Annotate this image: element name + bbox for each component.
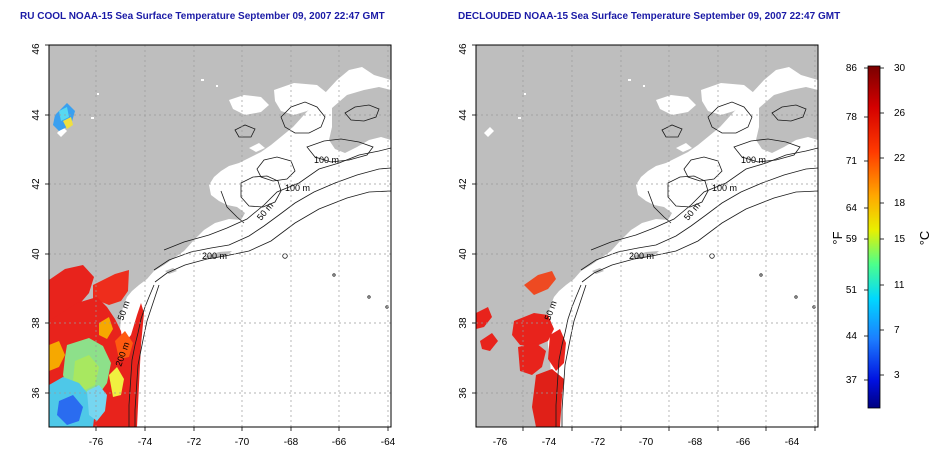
colorbar-f-tick: 78 [846,112,858,123]
left-lat-tick: 38 [31,317,42,329]
colorbar-c-tick: 30 [894,63,906,74]
left-lon-tick: -74 [138,437,153,448]
right-lat-tick: 38 [458,317,469,329]
right-lon-tick: -68 [688,437,703,448]
right-map-frame [475,44,819,428]
colorbar-fahrenheit-scale: 86 78 71 64 59 51 44 37 [846,63,858,386]
left-lat-tick: 36 [31,387,42,399]
left-contour-label-200m-a: 200 m [202,251,227,261]
left-lon-tick: -66 [332,437,347,448]
right-panel-title: DECLOUDED NOAA-15 Sea Surface Temperatur… [458,11,841,22]
left-map-frame [48,44,392,428]
colorbar-fahrenheit-unit: °F [830,231,845,244]
right-contour-label-100m-b: 100 m [712,183,737,193]
colorbar-c-tick: 22 [894,153,906,164]
left-lat-tick: 40 [31,248,42,260]
right-contour-label-100m-a: 100 m [741,155,766,165]
right-lon-tick: -66 [736,437,751,448]
colorbar-f-tick: 59 [846,234,858,245]
right-lat-tick: 42 [458,178,469,190]
left-lon-tick: -70 [235,437,250,448]
right-lon-tick: -74 [542,437,557,448]
colorbar-c-tick: 15 [894,234,906,245]
left-lat-tick: 44 [31,109,42,121]
left-lat-axis: 36 38 40 42 44 46 [31,43,42,399]
right-lon-tick: -64 [785,437,800,448]
left-lon-tick: -76 [89,437,104,448]
left-panel-title: RU COOL NOAA-15 Sea Surface Temperature … [20,11,385,22]
left-map-panel: 100 m 100 m 50 m 200 m 50 m 200 m -76 -7… [31,43,396,448]
colorbar-c-tick: 7 [894,325,900,336]
right-lon-tick: -72 [591,437,606,448]
colorbar-c-tick: 3 [894,370,900,381]
colorbar-f-tick: 44 [846,331,858,342]
left-lat-tick: 46 [31,43,42,55]
right-lat-tick: 44 [458,109,469,121]
left-lon-tick: -68 [284,437,299,448]
colorbar-f-tick: 64 [846,203,858,214]
left-lon-tick: -64 [381,437,396,448]
right-lon-axis: -76 -74 -72 -70 -68 -66 -64 [493,437,800,448]
right-lon-tick: -76 [493,437,508,448]
colorbar-c-tick: 26 [894,108,906,119]
left-contour-label-100m-b: 100 m [285,183,310,193]
colorbar-f-tick: 86 [846,63,858,74]
right-lon-tick: -70 [639,437,654,448]
colorbar-celsius-scale: 30 26 22 18 15 11 7 3 [894,63,906,381]
colorbar-c-tick: 11 [894,280,905,291]
right-sst-overlay [476,271,566,427]
left-lon-tick: -72 [187,437,202,448]
right-lat-tick: 46 [458,43,469,55]
right-lat-axis: 36 38 40 42 44 46 [458,43,469,399]
temperature-colorbar: 86 78 71 64 59 51 44 37 30 26 22 18 15 1… [830,63,932,409]
right-lat-tick: 40 [458,248,469,260]
colorbar-f-tick: 71 [846,156,858,167]
left-lon-axis: -76 -74 -72 -70 -68 -66 -64 [89,437,396,448]
right-contour-label-200m: 200 m [629,251,654,261]
left-sst-overlay [49,103,144,427]
right-lat-tick: 36 [458,387,469,399]
right-map-panel: 100 m 100 m 50 m 200 m 50 m -76 -74 -72 … [458,43,819,448]
colorbar-gradient [867,65,881,409]
colorbar-c-tick: 18 [894,198,906,209]
colorbar-f-tick: 51 [846,285,858,296]
colorbar-f-tick: 37 [846,375,858,386]
left-contour-label-100m-a: 100 m [314,155,339,165]
colorbar-celsius-unit: °C [917,231,932,246]
left-lat-tick: 42 [31,178,42,190]
